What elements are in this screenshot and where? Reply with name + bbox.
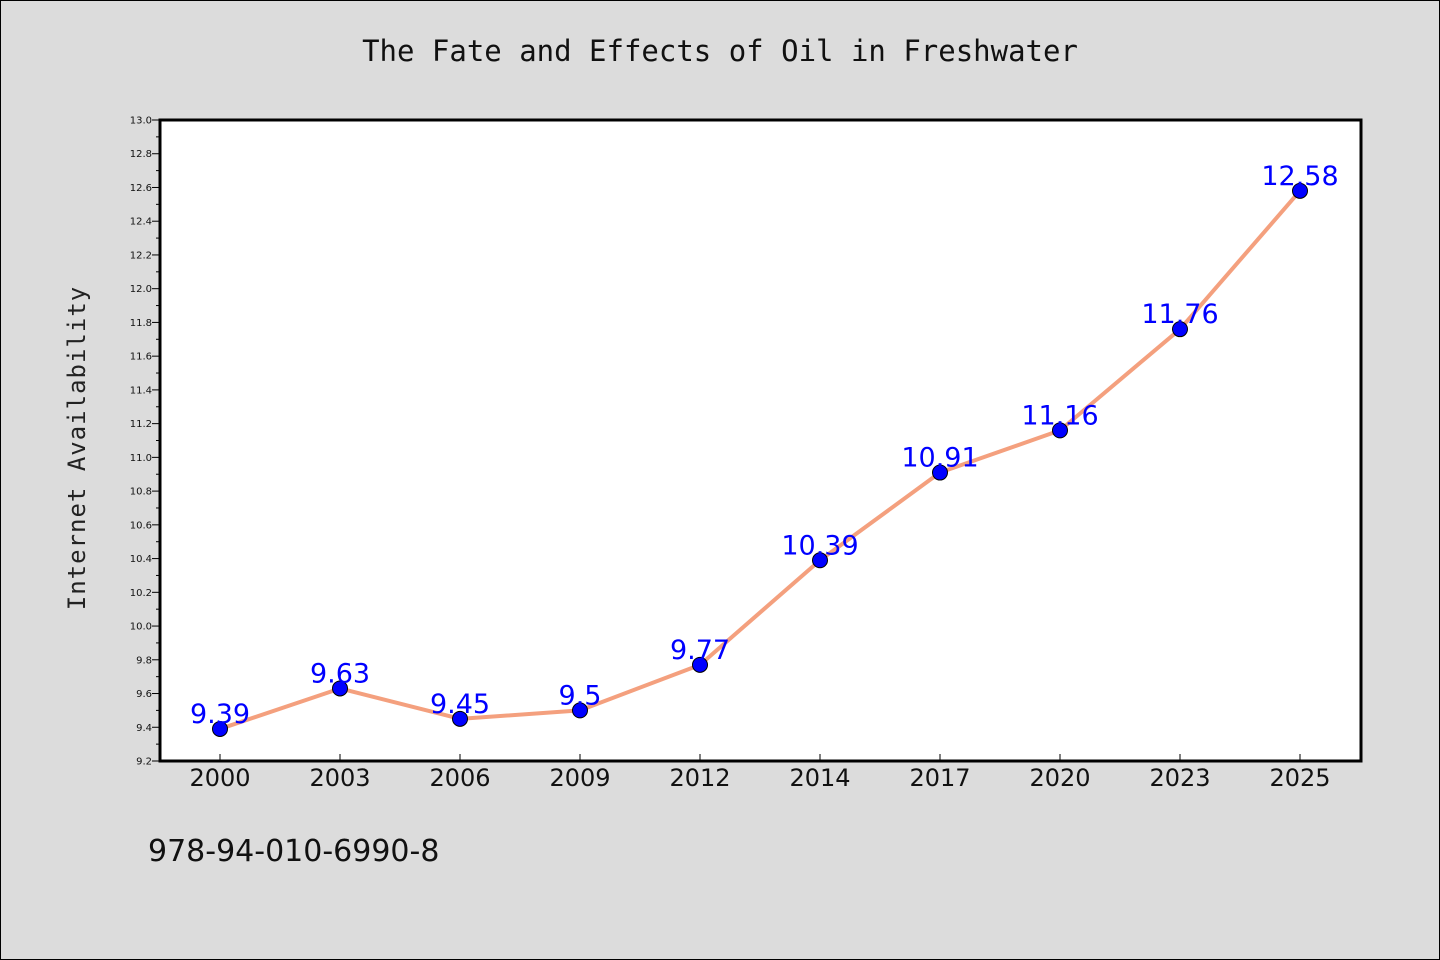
x-tick-label: 2003 xyxy=(309,764,370,792)
data-point xyxy=(212,720,228,737)
x-tick-label: 2009 xyxy=(549,764,610,792)
data-label: 9.77 xyxy=(670,635,730,666)
y-tick-label: 12.4 xyxy=(130,217,152,228)
y-tick-label: 9.4 xyxy=(136,723,152,734)
x-tick-label: 2020 xyxy=(1029,764,1090,792)
data-label: 12.58 xyxy=(1261,161,1338,192)
data-label: 9.45 xyxy=(430,689,490,720)
data-label: 10.39 xyxy=(781,530,858,561)
data-point xyxy=(1052,422,1068,439)
y-tick-label: 10.8 xyxy=(130,487,152,498)
y-tick-label: 10.4 xyxy=(130,554,152,565)
x-tick-label: 2023 xyxy=(1149,764,1210,792)
y-tick-label: 12.6 xyxy=(130,183,152,194)
y-tick-label: 12.2 xyxy=(130,250,152,261)
y-tick-label: 9.6 xyxy=(136,689,152,700)
x-tick-label: 2014 xyxy=(789,764,850,792)
y-tick-label: 11.8 xyxy=(130,318,152,329)
isbn-text: 978-94-010-6990-8 xyxy=(148,834,440,869)
data-label: 11.16 xyxy=(1021,400,1098,431)
data-point xyxy=(812,552,828,569)
y-tick-label: 9.8 xyxy=(136,655,152,666)
y-tick-label: 13.0 xyxy=(130,116,152,127)
x-tick-label: 2000 xyxy=(189,764,250,792)
x-tick-label: 2012 xyxy=(669,764,730,792)
y-tick-label: 11.6 xyxy=(130,352,152,363)
data-label: 11.76 xyxy=(1141,299,1218,330)
data-point xyxy=(692,656,708,673)
y-tick-label: 11.4 xyxy=(130,385,152,396)
data-label: 10.91 xyxy=(901,443,978,474)
y-tick-label: 11.0 xyxy=(130,453,152,464)
y-tick-label: 12.0 xyxy=(130,284,152,295)
x-tick-label: 2025 xyxy=(1269,764,1330,792)
x-tick-label: 2006 xyxy=(429,764,490,792)
data-point xyxy=(332,680,348,697)
plot-area xyxy=(158,118,1363,763)
data-point xyxy=(1292,182,1308,199)
x-tick-label: 2017 xyxy=(909,764,970,792)
data-label: 9.5 xyxy=(559,680,602,711)
y-tick-label: 10.2 xyxy=(130,588,152,599)
data-label: 9.63 xyxy=(310,658,370,689)
y-tick-label: 10.0 xyxy=(130,622,152,633)
data-label: 9.39 xyxy=(190,699,250,730)
data-point xyxy=(1172,321,1188,338)
y-tick-label: 12.8 xyxy=(130,149,152,160)
y-tick-label: 9.2 xyxy=(136,757,152,768)
data-point xyxy=(572,702,588,719)
data-point xyxy=(452,710,468,727)
y-tick-label: 10.6 xyxy=(130,520,152,531)
series-line xyxy=(219,189,1302,731)
y-tick-label: 11.2 xyxy=(130,419,152,430)
data-point xyxy=(932,464,948,481)
chart-title: The Fate and Effects of Oil in Freshwate… xyxy=(362,34,1078,68)
y-axis-label: Internet Availability xyxy=(63,286,91,610)
